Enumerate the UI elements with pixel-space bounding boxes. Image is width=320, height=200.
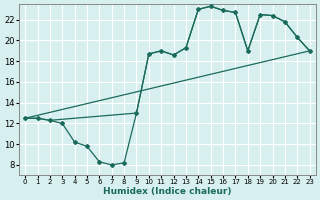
X-axis label: Humidex (Indice chaleur): Humidex (Indice chaleur) xyxy=(103,187,232,196)
